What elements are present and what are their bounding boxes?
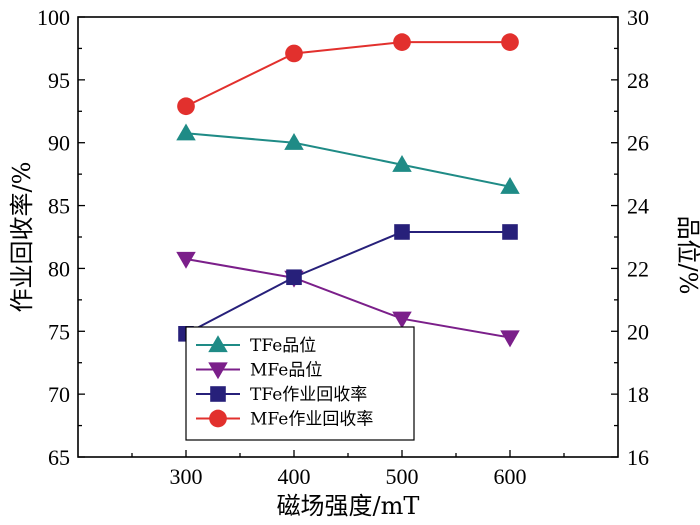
data-point (392, 311, 412, 329)
legend-marker (210, 386, 226, 402)
data-point (176, 123, 196, 141)
y-left-tick-label: 65 (48, 445, 70, 470)
y-right-tick-label: 26 (627, 131, 649, 156)
data-point (394, 224, 410, 240)
data-point (500, 176, 520, 194)
x-tick-label: 600 (494, 464, 527, 489)
legend-item: TFe品位 (196, 335, 316, 356)
x-axis-title: 磁场强度/mT (277, 492, 420, 520)
series-line (185, 258, 511, 339)
series-3 (178, 224, 518, 342)
data-point (177, 97, 195, 116)
legend-marker (209, 409, 227, 428)
data-point (500, 330, 520, 348)
legend-label: TFe作业回收率 (250, 385, 367, 405)
y-left-tick-label: 85 (48, 194, 70, 219)
legend-entries: TFe品位 MFe品位 TFe作业回收率 MFe作业回收率 (196, 335, 373, 430)
series-group (176, 33, 520, 348)
x-tick-label: 400 (278, 464, 311, 489)
series-1 (176, 123, 520, 194)
x-tick-label: 300 (170, 464, 203, 489)
y-left-tick-label: 80 (48, 256, 70, 281)
data-point (502, 224, 518, 240)
data-point (285, 44, 303, 63)
legend-item: MFe品位 (196, 361, 322, 381)
y-right-tick-label: 28 (627, 68, 649, 93)
legend-label: MFe作业回收率 (250, 410, 373, 430)
series-line (185, 41, 510, 108)
y-axis-left-title: 作业回收率/% (8, 162, 36, 313)
y-left-tick-label: 90 (48, 131, 70, 156)
y-right-tick-label: 22 (627, 256, 649, 281)
y-left-tick-label: 95 (48, 68, 70, 93)
y-right-tick-label: 16 (627, 445, 649, 470)
data-point (501, 33, 519, 51)
tick-labels: 300 400 500 600 65 70 75 80 85 90 95 100 16 18 20 22 24 2… (37, 5, 649, 489)
series-line (185, 230, 510, 335)
legend-marker (208, 362, 228, 380)
series-4 (177, 33, 519, 116)
legend-item: MFe作业回收率 (196, 410, 373, 430)
data-point (286, 269, 302, 286)
y-right-tick-label: 18 (627, 382, 649, 407)
y-left-tick-label: 70 (48, 382, 70, 407)
y-right-tick-label: 20 (627, 319, 649, 344)
legend: TFe品位 MFe品位 TFe作业回收率 MFe作业回收率 (185, 326, 415, 441)
legend-item: TFe作业回收率 (196, 385, 367, 405)
series-line (185, 132, 511, 188)
y-right-tick-label: 30 (627, 5, 649, 30)
plot-frame (77, 16, 619, 458)
data-point (176, 251, 196, 269)
legend-label: MFe品位 (250, 361, 322, 381)
x-tick-label: 500 (386, 464, 419, 489)
legend-marker (208, 335, 228, 353)
y-left-tick-label: 75 (48, 319, 70, 344)
legend-label: TFe品位 (250, 336, 316, 356)
y-right-tick-label: 24 (627, 194, 649, 219)
data-point (393, 33, 411, 51)
data-point (284, 132, 304, 150)
y-left-tick-label: 100 (37, 5, 70, 30)
data-point (392, 154, 412, 172)
y-axis-right-title: 品位/% (674, 216, 700, 295)
